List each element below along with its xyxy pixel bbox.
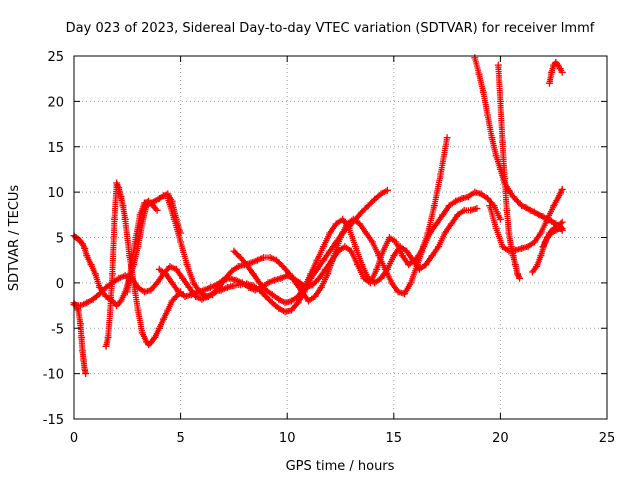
data-point (558, 185, 566, 193)
interpolated-markers (232, 205, 479, 306)
x-tick-label: 5 (176, 431, 184, 446)
data-point (264, 279, 272, 287)
data-point (108, 279, 116, 287)
data-point (253, 256, 261, 264)
interpolated-markers (546, 60, 565, 85)
data-point (79, 240, 86, 248)
x-axis-title: GPS time / hours (286, 459, 395, 474)
y-tick-label: 5 (56, 232, 64, 247)
data-point (445, 202, 453, 210)
interpolated-markers (124, 198, 159, 293)
data-point (371, 279, 379, 287)
data-point (206, 283, 214, 291)
data-point (268, 291, 276, 299)
data-point (89, 295, 97, 303)
data-point (83, 299, 91, 307)
x-tick-label: 10 (279, 431, 296, 446)
y-tick-label: -5 (51, 322, 64, 337)
series-arc7 (230, 205, 481, 307)
data-point (238, 279, 246, 287)
interpolated-markers (495, 64, 522, 280)
y-tick-label: 25 (47, 50, 64, 65)
data-point (341, 243, 349, 251)
tick-labels: 0 5 10 15 20 25 -15 -10 -5 0 5 10 15 20 25 (43, 50, 616, 446)
interpolated-markers (103, 181, 183, 348)
series-arc9 (494, 61, 524, 282)
data-series (70, 54, 566, 378)
x-tick-label: 15 (386, 431, 403, 446)
series-arc2 (70, 299, 90, 378)
data-point (452, 197, 460, 205)
interpolated-markers (157, 136, 450, 299)
y-tick-label: 10 (47, 186, 64, 201)
data-point (198, 295, 206, 303)
data-point (383, 186, 391, 194)
y-axis-title: SDTVAR / TECUs (7, 185, 22, 292)
series-arc14 (123, 197, 161, 296)
chart-title: Day 023 of 2023, Sidereal Day-to-day VTE… (66, 21, 595, 36)
data-point (516, 274, 524, 282)
y-tick-label: -10 (43, 368, 64, 383)
data-point (377, 190, 385, 198)
y-tick-label: 0 (56, 277, 64, 292)
interpolated-markers (72, 301, 89, 376)
data-point (245, 283, 253, 291)
x-tick-label: 20 (492, 431, 509, 446)
series-arc5 (155, 134, 451, 300)
data-point (113, 302, 121, 310)
series-arc12 (545, 58, 566, 87)
y-tick-label: -15 (43, 413, 64, 428)
interpolated-markers (487, 187, 565, 254)
series-arc6 (164, 188, 504, 305)
x-tick-label: 0 (70, 431, 78, 446)
data-point (415, 265, 423, 273)
data-point (275, 304, 283, 312)
y-tick-label: 20 (47, 95, 64, 110)
interpolated-markers (540, 226, 565, 248)
data-point (275, 295, 283, 303)
x-tick-label: 25 (599, 431, 616, 446)
data-point (339, 215, 347, 223)
series-arc13 (539, 224, 566, 251)
axis-ticks (73, 55, 608, 420)
data-point (155, 265, 163, 273)
series-arc10 (486, 185, 566, 255)
data-point (349, 215, 357, 223)
y-tick-label: 15 (47, 141, 64, 156)
